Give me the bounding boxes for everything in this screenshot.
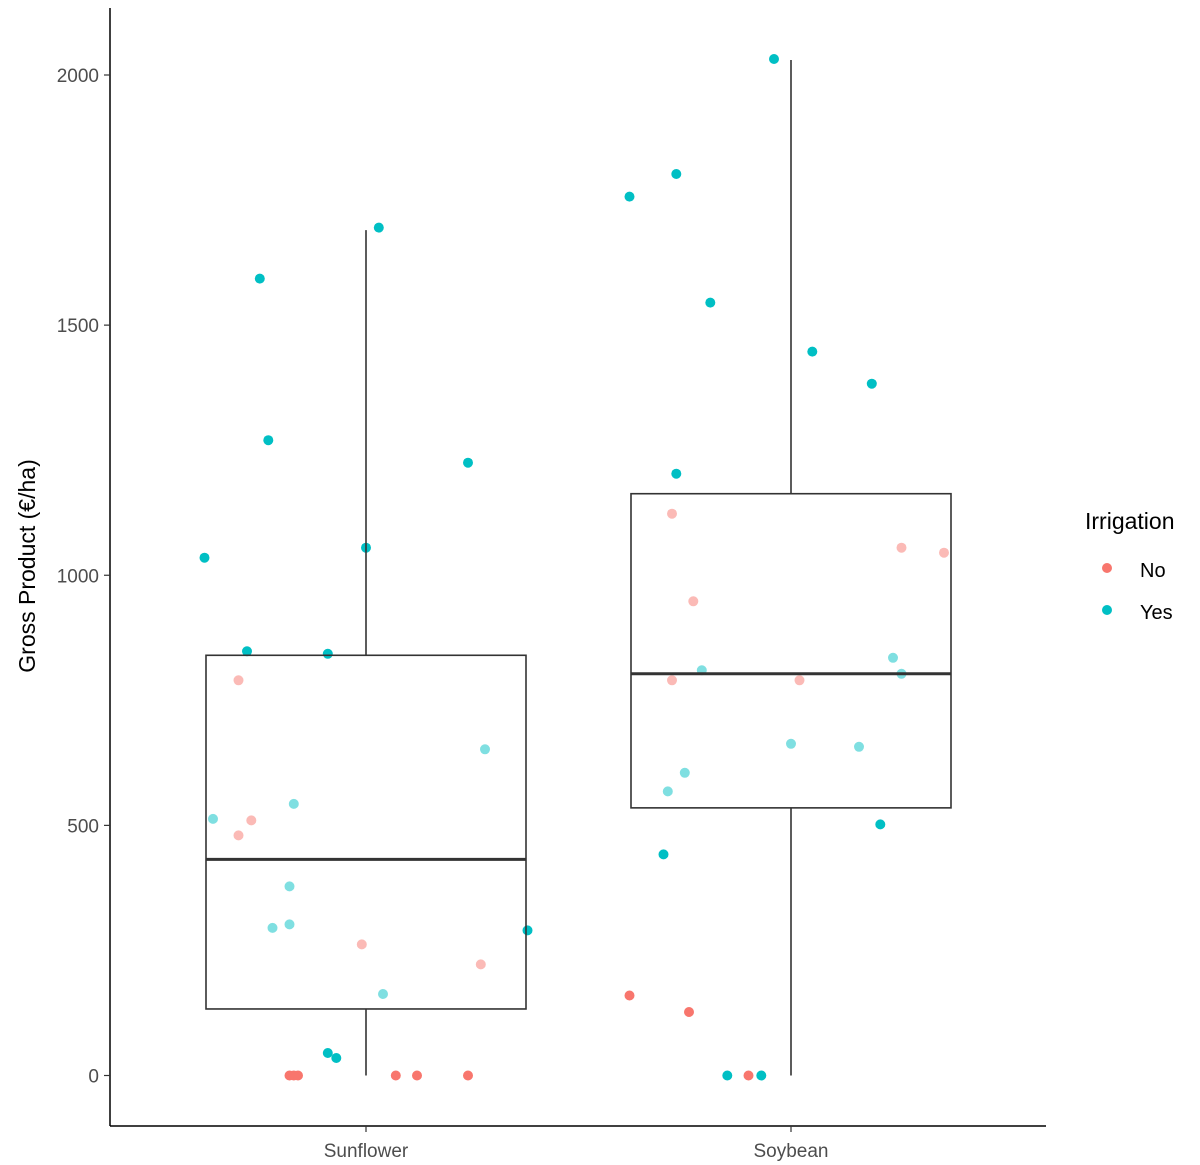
- point-yes-soybean: [624, 191, 635, 202]
- point-yes-soybean: [866, 378, 877, 389]
- y-tick-label: 0: [88, 1067, 99, 1088]
- y-axis-title: Gross Product (€/ha): [14, 459, 40, 672]
- point-yes-soybean: [679, 767, 690, 778]
- point-no-soybean: [794, 675, 805, 686]
- point-no-sunflower: [293, 1070, 303, 1081]
- y-tick-label: 1500: [57, 316, 99, 337]
- x-tick-label: Sunflower: [324, 1141, 409, 1162]
- point-yes-soybean: [662, 786, 673, 797]
- point-yes-soybean: [671, 468, 682, 479]
- point-yes-soybean: [756, 1070, 767, 1081]
- point-yes-sunflower: [522, 925, 533, 936]
- point-no-soybean: [684, 1007, 694, 1017]
- point-yes-sunflower: [284, 919, 295, 930]
- point-yes-soybean: [722, 1070, 733, 1081]
- point-yes-sunflower: [322, 1048, 333, 1058]
- point-no-sunflower: [246, 815, 257, 826]
- point-yes-sunflower: [322, 648, 333, 659]
- point-no-sunflower: [412, 1070, 422, 1081]
- point-no-sunflower: [390, 1070, 401, 1081]
- point-no-soybean: [896, 542, 907, 553]
- point-no-sunflower: [356, 939, 367, 950]
- point-yes-soybean: [807, 346, 818, 357]
- boxes-layer: [205, 59, 952, 1076]
- legend-key-yes: [1102, 605, 1112, 615]
- point-yes-sunflower: [480, 744, 490, 755]
- point-yes-sunflower: [254, 273, 265, 284]
- legend-title: Irrigation: [1085, 508, 1174, 534]
- point-yes-soybean: [786, 738, 796, 749]
- point-yes-sunflower: [208, 813, 218, 824]
- x-ticks: Sunflower Soybean: [324, 1126, 829, 1162]
- point-no-soybean: [688, 596, 699, 607]
- point-yes-sunflower: [199, 552, 210, 563]
- point-yes-sunflower: [331, 1053, 342, 1063]
- point-yes-sunflower: [288, 798, 299, 809]
- point-yes-sunflower: [263, 435, 274, 446]
- point-no-soybean: [667, 508, 677, 519]
- point-no-sunflower: [475, 959, 486, 970]
- legend-key-no: [1102, 563, 1112, 573]
- point-yes-sunflower: [267, 922, 278, 933]
- point-yes-soybean: [854, 741, 864, 752]
- point-yes-soybean: [888, 652, 898, 663]
- point-yes-soybean: [658, 849, 669, 860]
- point-no-soybean: [624, 990, 635, 1001]
- point-no-sunflower: [233, 830, 244, 841]
- y-tick-label: 500: [67, 816, 99, 837]
- box-sunflower: [205, 654, 527, 1010]
- point-yes-soybean: [705, 297, 716, 308]
- legend-label-yes: Yes: [1140, 602, 1173, 624]
- point-no-sunflower: [463, 1070, 473, 1081]
- point-yes-soybean: [875, 819, 886, 830]
- legend-label-no: No: [1140, 560, 1166, 582]
- point-yes-sunflower: [284, 881, 295, 892]
- y-ticks: 0 500 1000 1500 2000: [57, 66, 110, 1088]
- y-tick-label: 1000: [57, 566, 99, 587]
- x-tick-label: Soybean: [753, 1141, 828, 1162]
- point-no-soybean: [743, 1070, 754, 1081]
- point-no-soybean: [667, 675, 677, 686]
- box-soybean: [630, 492, 952, 809]
- point-no-soybean: [939, 547, 949, 558]
- point-yes-soybean: [769, 54, 779, 64]
- point-yes-sunflower: [463, 457, 473, 468]
- point-yes-soybean: [671, 169, 682, 179]
- y-tick-label: 2000: [57, 66, 99, 87]
- point-no-sunflower: [233, 675, 244, 686]
- points-layer: [199, 54, 949, 1081]
- axes-layer: [109, 8, 1046, 1127]
- point-yes-sunflower: [378, 989, 388, 999]
- point-yes-sunflower: [242, 646, 252, 657]
- legend: Irrigation No Yes: [1085, 508, 1174, 624]
- point-yes-sunflower: [373, 222, 384, 233]
